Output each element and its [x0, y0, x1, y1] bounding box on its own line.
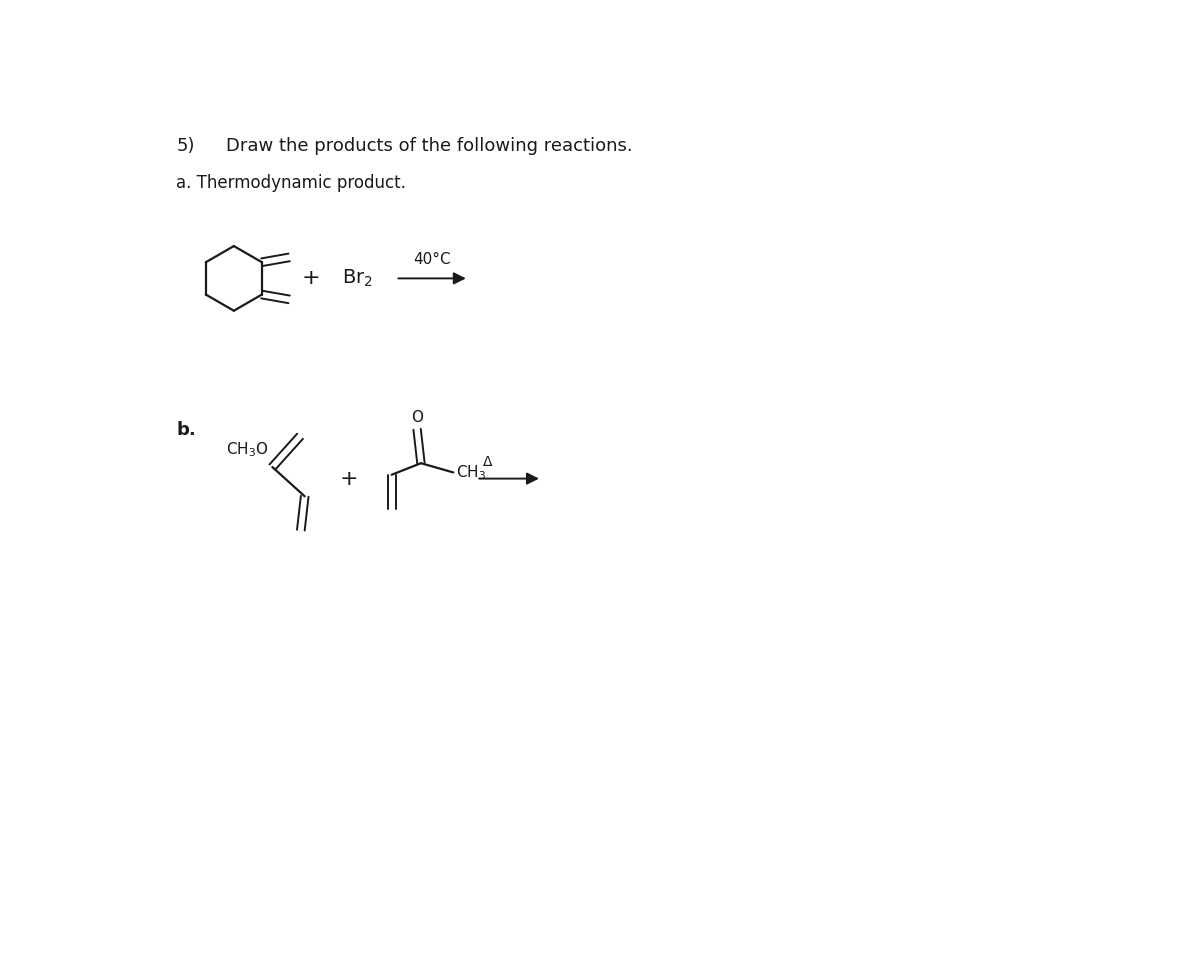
- Text: O: O: [412, 410, 424, 425]
- Text: +: +: [340, 469, 359, 489]
- Text: a. Thermodynamic product.: a. Thermodynamic product.: [176, 175, 406, 192]
- Text: $\mathrm{CH_3O}$: $\mathrm{CH_3O}$: [226, 440, 269, 460]
- Text: +: +: [301, 269, 320, 289]
- Text: Δ: Δ: [482, 455, 492, 469]
- Text: $\mathrm{Br_2}$: $\mathrm{Br_2}$: [342, 268, 372, 289]
- Text: 5): 5): [176, 137, 194, 156]
- Text: $\mathrm{CH_3}$: $\mathrm{CH_3}$: [456, 463, 486, 482]
- Text: b.: b.: [176, 421, 196, 439]
- Text: 40°C: 40°C: [413, 252, 451, 267]
- Text: Draw the products of the following reactions.: Draw the products of the following react…: [226, 137, 632, 156]
